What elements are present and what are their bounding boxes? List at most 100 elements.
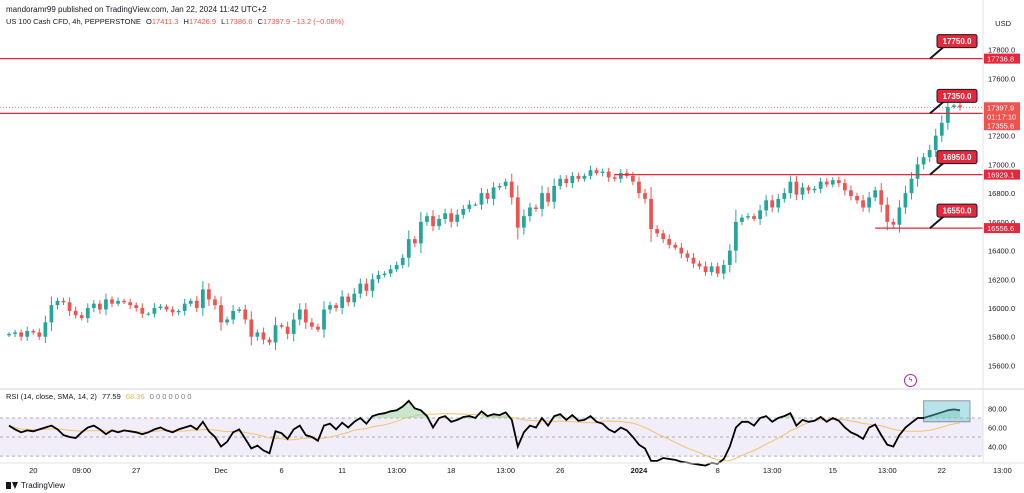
level-callout-tag [936, 88, 978, 103]
candle-body [164, 306, 169, 310]
rsi-overbought-fill [947, 409, 954, 418]
footer-brand[interactable]: TradingView [6, 481, 65, 490]
candle-body [55, 300, 60, 306]
candle-body [582, 175, 587, 179]
level-callout-pointer [929, 100, 945, 115]
candle-body [770, 200, 775, 208]
rsi-legend[interactable]: RSI (14, close, SMA, 14, 2) 77.59 68.36 … [6, 392, 191, 401]
candle-body [588, 170, 593, 176]
candle-body [497, 185, 502, 188]
lightning-icon[interactable]: ϟ [904, 374, 917, 387]
open-label: O [146, 17, 152, 26]
candle-body [824, 181, 829, 185]
time-tick-label: 20 [29, 466, 37, 475]
candle-body [340, 296, 345, 309]
candle-body [861, 200, 865, 208]
high-value: 17426.9 [188, 17, 217, 26]
candle-body [334, 305, 338, 309]
change-value: −13.2 (−0.08%) [292, 17, 344, 26]
time-tick-label: 8 [716, 466, 720, 475]
candle-body [546, 193, 550, 202]
price-tick-label: 17200.0 [988, 132, 1015, 141]
candle-body [285, 326, 290, 334]
candle-body [709, 266, 714, 273]
countdown-label: 01:17:10 [987, 112, 1016, 121]
time-tick-label: 22 [938, 466, 946, 475]
price-tick-label: 16400.0 [988, 247, 1015, 256]
time-tick-label: 2024 [631, 466, 649, 475]
candle-body [194, 300, 199, 309]
candle-body [406, 239, 411, 258]
candle-body [746, 216, 750, 218]
price-tick-label: 17000.0 [988, 160, 1015, 169]
candle-body [612, 177, 617, 179]
time-tick-label: 13:00 [878, 466, 897, 475]
candle-body [273, 325, 278, 343]
low-label: L [221, 17, 226, 26]
candle-body [98, 303, 102, 310]
candle-body [128, 302, 133, 306]
candle-body [388, 269, 393, 274]
currency-label[interactable]: USD [995, 19, 1011, 28]
candle-body [73, 310, 78, 316]
candle-body [85, 308, 90, 319]
candle-body [806, 187, 811, 191]
candle-body [570, 175, 575, 184]
candle-body [800, 187, 805, 195]
candle-body [667, 239, 672, 245]
level-callout-pointer [929, 215, 945, 229]
candle-body [146, 313, 151, 315]
rsi-extras: 0 0 0 0 0 0 0 [149, 392, 192, 401]
candle-body [849, 190, 853, 197]
candle-body [721, 264, 726, 274]
candle-body [576, 175, 581, 179]
candle-body [855, 196, 859, 201]
candle-body [134, 305, 139, 309]
candle-body [188, 300, 193, 304]
symbol-legend[interactable]: US 100 Cash CFD, 4h, PEPPERSTONE O17411.… [6, 17, 344, 26]
level-callout-tag [936, 203, 978, 218]
rsi-overbought-fill [414, 408, 421, 418]
time-tick-label: 13:00 [496, 466, 515, 475]
low-value: 17386.6 [225, 17, 253, 26]
candle-body [952, 105, 956, 107]
level-axis-label: 17736.8 [987, 55, 1014, 64]
candle-body [643, 193, 647, 199]
close-label: C [257, 17, 263, 26]
candle-body [534, 207, 538, 209]
time-tick-label: 09:00 [72, 466, 91, 475]
rsi-sma-value: 68.36 [125, 392, 145, 401]
candle-body [25, 330, 30, 337]
candle-body [19, 332, 24, 337]
candle-body [685, 253, 690, 258]
candle-body [449, 213, 454, 222]
candle-body [521, 216, 526, 228]
candle-body [473, 204, 478, 206]
level-callout-text: 16950.0 [943, 153, 972, 162]
candle-body [431, 216, 435, 227]
candle-body [182, 303, 187, 311]
candle-body [764, 200, 769, 211]
candle-body [7, 333, 11, 336]
axes-layer: 15600.0 15800.0 16000.0 16200.0 16400.0 16600… [0, 0, 1024, 475]
time-tick-label: 11 [338, 466, 346, 475]
time-tick-label: 26 [556, 466, 564, 475]
candle-body [207, 289, 211, 300]
price-tick-label: 15600.0 [988, 361, 1015, 370]
current-price-extra: 17355.6 [987, 121, 1014, 130]
candle-body [594, 170, 599, 174]
candle-body [152, 308, 157, 314]
candle-body [782, 193, 787, 199]
candle-body [158, 306, 163, 309]
candle-body [316, 326, 320, 330]
candle-body [231, 310, 236, 320]
candle-body [376, 274, 381, 280]
candle-body [873, 190, 878, 198]
candle-body [291, 319, 296, 334]
candle-body [91, 303, 96, 309]
candle-body [891, 221, 896, 225]
open-value: 17411.3 [151, 17, 179, 26]
level-callout-text: 17350.0 [943, 92, 972, 101]
time-tick-label: 13:00 [387, 466, 406, 475]
